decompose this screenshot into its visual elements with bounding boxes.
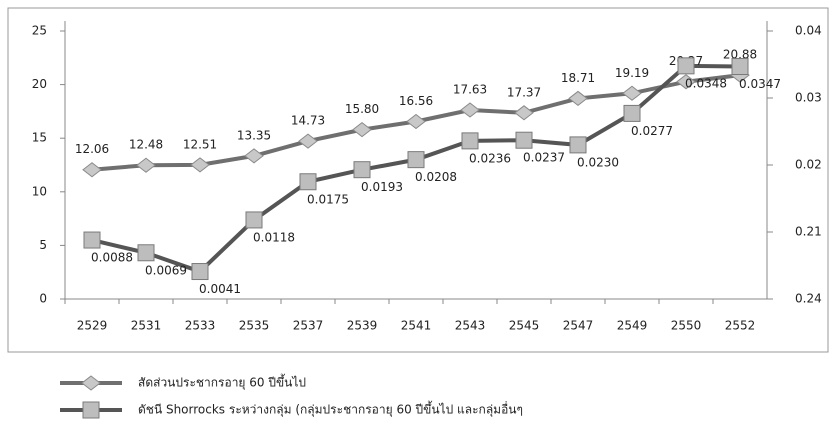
y-tick-label: 25 [32, 24, 47, 38]
data-label: 0.0069 [145, 263, 187, 277]
legend-marker [82, 401, 100, 419]
y-tick-label: 15 [32, 131, 47, 145]
legend-label: สัดส่วนประชากรอายุ 60 ปีขึ้นไป [138, 374, 306, 391]
data-label: 12.06 [75, 142, 109, 156]
data-label: 20.88 [723, 48, 757, 62]
point [190, 157, 210, 173]
data-label: 19.19 [615, 66, 649, 80]
point [299, 173, 317, 191]
data-label: 17.37 [507, 85, 541, 99]
data-label: 0.0208 [415, 170, 457, 184]
point [676, 74, 696, 90]
y2-tick-label: 0.24 [795, 292, 822, 306]
y2-tick-label: 0.02 [795, 158, 822, 172]
point [514, 105, 534, 121]
data-label: 0.0041 [199, 282, 241, 296]
x-tick-label: 2535 [239, 319, 270, 333]
data-label: 18.71 [561, 71, 595, 85]
legend-label: ดัชนี Shorrocks ระหว่างกลุ่ม (กลุ่มประชา… [138, 401, 523, 418]
y2-tick-label: 0.04 [795, 24, 822, 38]
point [353, 161, 371, 179]
point [82, 162, 102, 178]
y2-tick-label: 0.21 [795, 225, 822, 239]
data-label: 0.0193 [361, 180, 403, 194]
x-tick-label: 2545 [509, 319, 540, 333]
x-tick-label: 2552 [725, 319, 756, 333]
point [352, 121, 372, 138]
data-label: 16.56 [399, 94, 433, 108]
data-label: 0.0230 [577, 155, 619, 169]
point [244, 148, 264, 164]
point [191, 263, 209, 281]
data-label: 13.35 [237, 128, 271, 142]
point [407, 151, 425, 169]
data-label: 17.63 [453, 83, 487, 97]
y-tick-label: 10 [32, 184, 47, 198]
data-label: 0.0236 [469, 151, 511, 165]
point [677, 57, 695, 75]
x-tick-label: 2541 [401, 319, 432, 333]
x-tick-label: 2529 [77, 319, 108, 333]
point [136, 157, 156, 173]
x-tick-label: 2550 [671, 319, 702, 333]
y-tick-label: 20 [32, 77, 47, 91]
point [731, 58, 749, 76]
data-label: 0.0088 [91, 251, 133, 265]
point [460, 102, 480, 118]
point [461, 132, 479, 150]
data-label: 0.0175 [307, 192, 349, 206]
x-tick-label: 2539 [347, 319, 378, 333]
x-tick-label: 2543 [455, 319, 486, 333]
data-label: 0.0118 [253, 230, 295, 244]
y-tick-label: 0 [39, 292, 47, 306]
point [568, 90, 588, 107]
data-label: 0.0348 [685, 76, 727, 90]
x-tick-label: 2531 [131, 319, 162, 333]
data-label: 12.48 [129, 138, 163, 152]
data-label: 0.0237 [523, 151, 565, 165]
point [569, 136, 587, 154]
y2-tick-label: 0.03 [795, 91, 822, 105]
point [137, 244, 155, 262]
y-tick-label: 5 [39, 238, 47, 252]
data-label: 0.0277 [631, 124, 673, 138]
point [298, 133, 318, 149]
point [623, 104, 641, 122]
x-tick-label: 2533 [185, 319, 216, 333]
point [622, 85, 642, 101]
point [515, 131, 533, 149]
x-tick-label: 2549 [617, 319, 648, 333]
point [406, 113, 426, 130]
legend-marker [81, 375, 101, 391]
data-label: 0.0347 [739, 77, 781, 91]
point [245, 211, 263, 229]
x-tick-label: 2537 [293, 319, 324, 333]
data-label: 15.80 [345, 102, 379, 116]
x-tick-label: 2547 [563, 319, 594, 333]
point [83, 231, 101, 249]
data-label: 12.51 [183, 137, 217, 151]
data-label: 14.73 [291, 114, 325, 128]
